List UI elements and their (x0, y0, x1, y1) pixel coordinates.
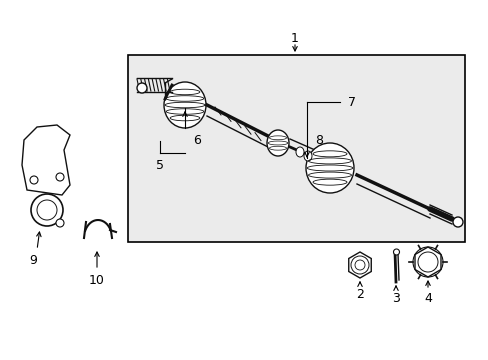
Ellipse shape (452, 217, 462, 227)
Circle shape (393, 249, 399, 255)
Text: 2: 2 (355, 288, 363, 301)
Text: 3: 3 (391, 292, 399, 305)
Text: 6: 6 (193, 134, 201, 147)
Ellipse shape (266, 130, 288, 156)
Circle shape (56, 219, 64, 227)
Polygon shape (22, 125, 70, 195)
Ellipse shape (304, 151, 311, 161)
Ellipse shape (163, 82, 205, 128)
Ellipse shape (295, 147, 304, 157)
Circle shape (137, 83, 147, 93)
Circle shape (30, 176, 38, 184)
Text: 10: 10 (89, 274, 105, 287)
Bar (128, 55, 464, 242)
Polygon shape (414, 247, 440, 277)
Ellipse shape (305, 143, 353, 193)
Circle shape (56, 173, 64, 181)
Text: 5: 5 (156, 158, 163, 171)
Text: 4: 4 (423, 292, 431, 305)
Text: 7: 7 (347, 95, 355, 108)
Circle shape (31, 194, 63, 226)
Text: 8: 8 (314, 134, 323, 147)
Text: 9: 9 (29, 253, 37, 266)
Polygon shape (348, 252, 370, 278)
Text: 1: 1 (290, 32, 298, 45)
